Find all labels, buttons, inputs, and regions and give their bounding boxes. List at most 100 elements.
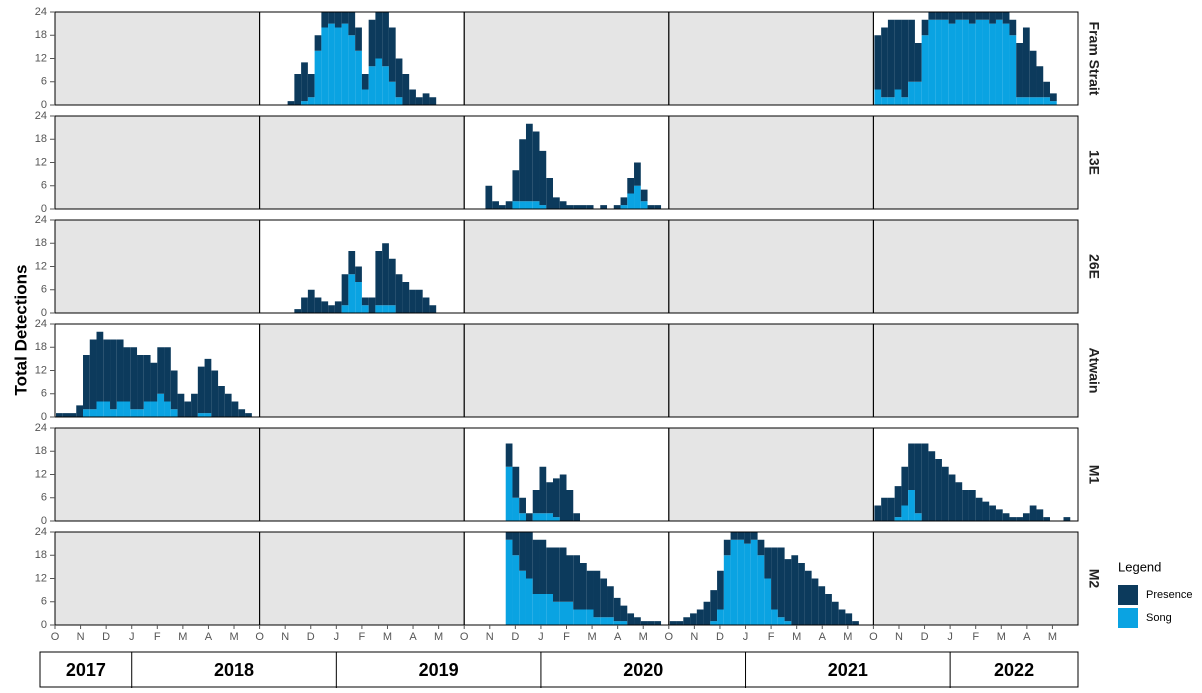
presence-bar bbox=[525, 513, 533, 521]
song-bar bbox=[955, 19, 963, 105]
x-tick-label: M bbox=[639, 631, 648, 643]
presence-bar bbox=[498, 205, 506, 209]
x-tick-label: F bbox=[154, 631, 161, 643]
song-bar bbox=[1002, 23, 1010, 105]
panel-background bbox=[668, 116, 874, 209]
x-tick-label: F bbox=[768, 631, 775, 643]
presence-bar bbox=[566, 490, 574, 521]
song-bar bbox=[566, 601, 574, 625]
presence-bar bbox=[968, 12, 976, 24]
presence-bar bbox=[881, 27, 888, 98]
presence-bar bbox=[137, 355, 144, 410]
presence-bar bbox=[627, 178, 635, 194]
song-bar bbox=[771, 609, 778, 625]
y-tick-label: 0 bbox=[41, 203, 47, 215]
presence-bar bbox=[1002, 513, 1010, 521]
presence-bar bbox=[962, 12, 969, 20]
song-bar bbox=[894, 89, 902, 105]
year-label: 2020 bbox=[623, 660, 663, 680]
song-bar bbox=[1022, 97, 1030, 105]
song-bar bbox=[982, 19, 990, 105]
y-tick-label: 12 bbox=[35, 364, 47, 376]
song-bar bbox=[723, 555, 731, 625]
song-bar bbox=[519, 201, 526, 209]
presence-bar bbox=[143, 355, 151, 402]
presence-bar bbox=[935, 12, 942, 20]
song-bar bbox=[539, 205, 547, 209]
song-bar bbox=[975, 19, 983, 105]
presence-bar bbox=[429, 97, 437, 105]
x-tick-label: O bbox=[665, 631, 674, 643]
song-bar bbox=[130, 409, 138, 417]
presence-bar bbox=[375, 251, 383, 306]
presence-bar bbox=[539, 150, 547, 206]
year-label: 2022 bbox=[994, 660, 1034, 680]
presence-bar bbox=[519, 497, 526, 514]
y-tick-label: 18 bbox=[35, 133, 47, 145]
presence-bar bbox=[150, 362, 158, 402]
presence-bar bbox=[894, 19, 902, 90]
y-tick-label: 6 bbox=[41, 76, 47, 88]
y-tick-label: 12 bbox=[35, 468, 47, 480]
song-bar bbox=[586, 609, 594, 625]
presence-bar bbox=[908, 19, 915, 82]
presence-bar bbox=[83, 355, 90, 410]
song-bar bbox=[580, 609, 587, 625]
presence-bar bbox=[995, 12, 1003, 20]
presence-bar bbox=[301, 62, 308, 102]
x-tick-label: O bbox=[869, 631, 878, 643]
x-tick-label: N bbox=[77, 631, 85, 643]
presence-bar bbox=[989, 505, 996, 521]
presence-bar bbox=[294, 309, 302, 313]
presence-bar bbox=[634, 162, 641, 186]
song-bar bbox=[874, 89, 882, 105]
presence-bar bbox=[750, 532, 758, 540]
presence-bar bbox=[676, 621, 684, 625]
song-bar bbox=[546, 513, 553, 521]
y-tick-label: 12 bbox=[35, 52, 47, 64]
presence-bar bbox=[211, 370, 219, 417]
presence-bar bbox=[231, 401, 239, 417]
x-tick-label: F bbox=[972, 631, 979, 643]
presence-bar bbox=[948, 12, 956, 24]
presence-bar bbox=[975, 12, 983, 20]
presence-bar bbox=[245, 413, 252, 417]
song-bar bbox=[730, 539, 738, 625]
x-tick-label: N bbox=[281, 631, 289, 643]
presence-bar bbox=[654, 621, 662, 625]
presence-bar bbox=[341, 274, 349, 306]
presence-bar bbox=[388, 27, 396, 82]
song-bar bbox=[717, 609, 724, 625]
facet-label: 26E bbox=[1086, 254, 1102, 279]
song-bar bbox=[750, 539, 758, 625]
song-bar bbox=[164, 401, 171, 417]
song-bar bbox=[361, 89, 369, 105]
presence-bar bbox=[348, 12, 356, 36]
song-bar bbox=[777, 617, 785, 625]
presence-bar bbox=[804, 570, 812, 625]
presence-bar bbox=[307, 74, 315, 98]
song-bar bbox=[989, 23, 996, 105]
panel-background bbox=[668, 12, 874, 105]
x-tick-label: D bbox=[921, 631, 929, 643]
presence-bar bbox=[368, 19, 376, 67]
presence-bar bbox=[634, 617, 641, 625]
x-tick-label: A bbox=[819, 631, 827, 643]
song-bar bbox=[505, 466, 513, 521]
presence-bar bbox=[519, 532, 526, 571]
song-bar bbox=[1016, 97, 1023, 105]
presence-bar bbox=[355, 266, 362, 282]
song-bar bbox=[995, 19, 1003, 105]
presence-bar bbox=[552, 197, 560, 209]
song-bar bbox=[519, 513, 526, 521]
x-tick-label: F bbox=[359, 631, 366, 643]
presence-bar bbox=[532, 490, 540, 514]
presence-bar bbox=[1022, 513, 1030, 521]
presence-bar bbox=[485, 185, 493, 209]
song-bar bbox=[1036, 97, 1044, 105]
song-bar bbox=[600, 617, 608, 625]
song-bar bbox=[1049, 101, 1057, 105]
presence-bar bbox=[607, 586, 614, 618]
presence-bar bbox=[928, 451, 936, 521]
